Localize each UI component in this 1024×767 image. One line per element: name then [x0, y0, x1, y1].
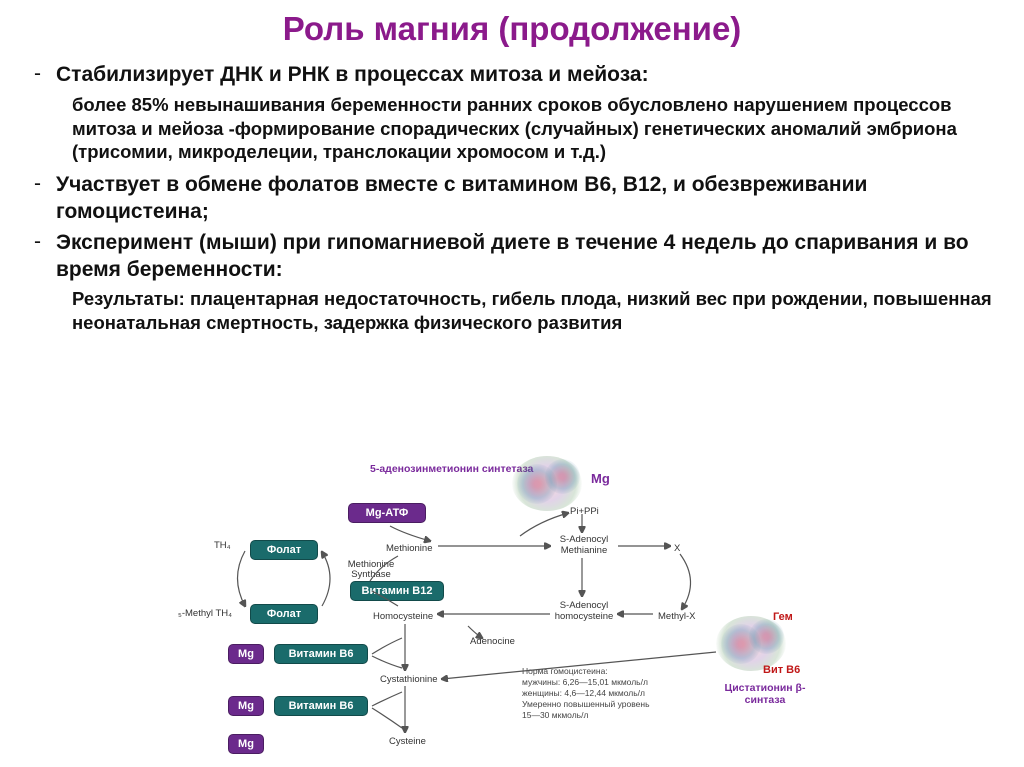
bullet-3-main: Эксперимент (мыши) при гипомагниевой дие… [56, 230, 994, 284]
bullet-2-main: Участвует в обмене фолатов вместе с вита… [56, 172, 994, 226]
bullet-1-main: Стабилизирует ДНК и РНК в процессах мито… [56, 62, 649, 89]
bullet-3-sub: Результаты: плацентарная недостаточность… [72, 287, 994, 334]
bullet-2: - Участвует в обмене фолатов вместе с ви… [30, 172, 994, 226]
bullet-1-sub: более 85% невынашивания беременности ран… [72, 93, 994, 164]
biochemistry-diagram: 5-аденозинметионин синтетаза Mg Mg-АТФ P… [220, 466, 830, 762]
slide-title: Роль магния (продолжение) [30, 10, 994, 48]
bullet-3: - Эксперимент (мыши) при гипомагниевой д… [30, 230, 994, 284]
bullet-1: - Стабилизирует ДНК и РНК в процессах ми… [30, 62, 994, 89]
bullet-list: - Стабилизирует ДНК и РНК в процессах ми… [30, 62, 994, 335]
diagram-arrows [220, 466, 830, 766]
